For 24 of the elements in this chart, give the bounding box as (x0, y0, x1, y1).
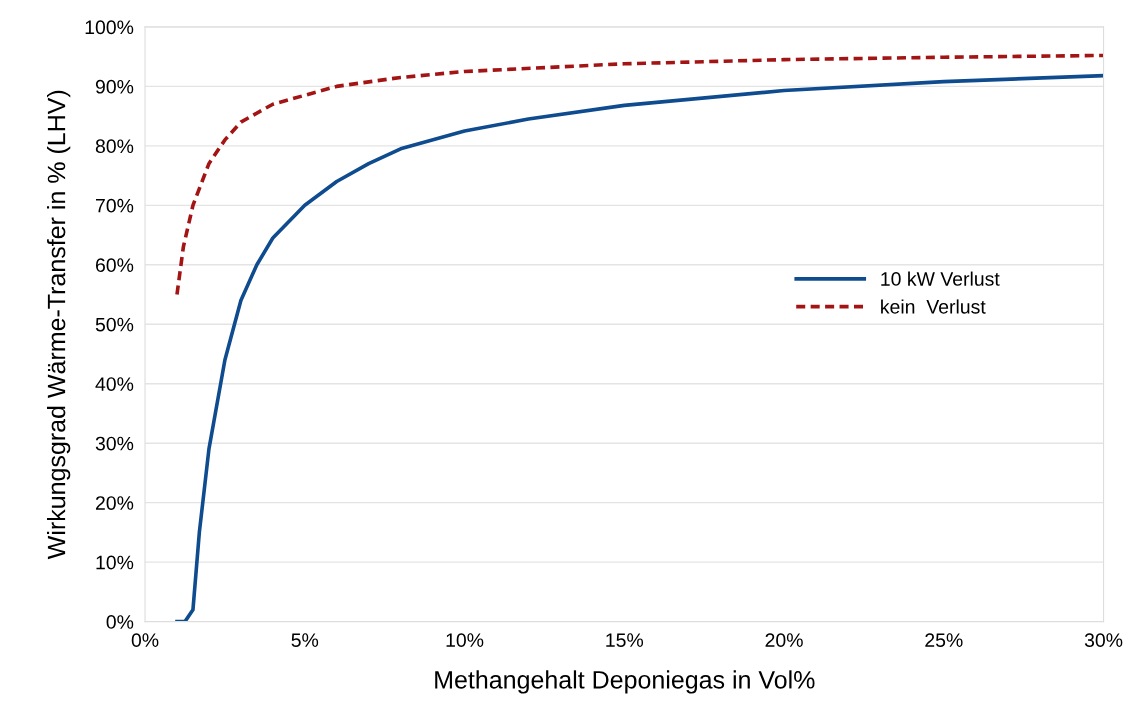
y-tick-label: 60% (95, 258, 134, 273)
x-tick-label: 5% (291, 633, 319, 648)
y-tick-label: 90% (95, 79, 134, 94)
y-tick-label: 20% (95, 496, 134, 510)
y-tick-label: 50% (95, 317, 134, 332)
x-axis-title: Methangehalt Deponiegas in Vol% (435, 670, 815, 694)
y-tick-label: 80% (95, 139, 134, 154)
x-tick-label: 20% (765, 633, 803, 648)
y-tick-label: 100% (85, 20, 134, 35)
x-tick-label: 15% (606, 633, 644, 648)
line-series (175, 73, 1104, 622)
y-tick-label: 70% (95, 198, 134, 213)
legend-label: kein Verlust (881, 299, 986, 314)
x-tick-label: 0% (131, 633, 159, 648)
y-axis-title: Wirkungsgrad Wärme-Transfer in % (LHV) (46, 90, 71, 560)
y-tick-label: 0% (106, 615, 134, 629)
line-series (175, 53, 1104, 297)
x-tick-label: 10% (446, 633, 484, 648)
x-tick-label: 30% (1084, 633, 1123, 648)
legend-label: 10 kW Verlust (881, 271, 1000, 286)
x-tick-label: 25% (925, 633, 963, 648)
y-tick-label: 30% (95, 436, 134, 451)
y-tick-label: 40% (95, 377, 134, 391)
y-tick-label: 10% (96, 555, 134, 570)
